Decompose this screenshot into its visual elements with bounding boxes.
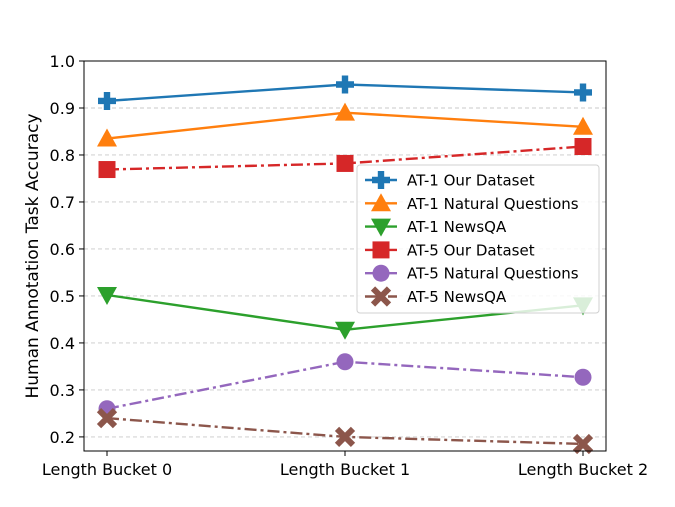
legend-label: AT-1 Our Dataset — [407, 172, 535, 190]
legend-marker — [372, 171, 390, 189]
legend-marker — [372, 264, 390, 282]
legend-marker — [372, 241, 390, 259]
y-axis: 0.2 0.3 0.4 0.5 0.6 0.7 0.8 0.9 1.0 — [50, 52, 84, 447]
data-point — [96, 407, 118, 429]
y-tick-label: 0.4 — [50, 334, 75, 353]
y-tick-label: 0.7 — [50, 193, 75, 212]
y-tick-label: 0.2 — [50, 428, 75, 447]
data-point — [574, 138, 592, 156]
data-point — [572, 433, 594, 455]
legend-label: AT-5 Our Dataset — [407, 241, 535, 259]
y-tick-label: 0.9 — [50, 99, 75, 118]
series-1 — [97, 102, 593, 147]
series-3 — [98, 138, 592, 179]
x-axis: Length Bucket 0 Length Bucket 1 Length Buc… — [42, 451, 648, 479]
legend-item: AT-5 Our Dataset — [365, 241, 535, 259]
legend: AT-1 Our Dataset AT-1 Natural Questions AT… — [356, 164, 600, 314]
data-point — [335, 102, 355, 121]
series-line — [106, 360, 584, 410]
y-tick-label: 0.5 — [50, 287, 75, 306]
legend-label: AT-5 Natural Questions — [407, 265, 579, 283]
x-tick-label: Length Bucket 0 — [42, 460, 172, 479]
data-point — [336, 154, 354, 172]
legend-item: AT-1 Natural Questions — [365, 193, 579, 213]
y-tick-label: 0.8 — [50, 146, 75, 165]
legend-label: AT-5 NewsQA — [407, 288, 507, 306]
series-0 — [98, 75, 592, 110]
legend-item: AT-1 NewsQA — [365, 218, 507, 237]
data-point — [98, 161, 116, 179]
legend-marker — [371, 218, 391, 237]
data-point — [336, 75, 354, 94]
legend-item: AT-5 NewsQA — [365, 286, 507, 307]
data-point — [97, 128, 117, 147]
data-point — [336, 353, 354, 371]
legend-item: AT-1 Our Dataset — [365, 171, 535, 190]
y-tick-label: 0.6 — [50, 240, 75, 259]
series-5 — [96, 407, 594, 455]
y-axis-label: Human Annotation Task Accuracy — [23, 113, 43, 398]
data-point — [335, 321, 355, 340]
legend-label: AT-1 NewsQA — [407, 218, 507, 236]
data-point — [574, 368, 592, 386]
legend-label: AT-1 Natural Questions — [407, 195, 579, 213]
data-point — [334, 426, 356, 448]
data-point — [573, 116, 593, 135]
legend-box — [356, 164, 600, 314]
y-tick-label: 1.0 — [50, 52, 75, 71]
legend-marker — [371, 193, 391, 212]
series-layer — [96, 75, 594, 455]
data-point — [574, 83, 592, 102]
data-point — [97, 287, 117, 305]
legend-item: AT-5 Natural Questions — [365, 264, 579, 283]
x-tick-label: Length Bucket 2 — [518, 460, 648, 479]
data-point — [98, 91, 116, 110]
legend-marker — [370, 286, 392, 307]
x-tick-label: Length Bucket 1 — [280, 460, 410, 479]
y-tick-label: 0.3 — [50, 381, 75, 400]
